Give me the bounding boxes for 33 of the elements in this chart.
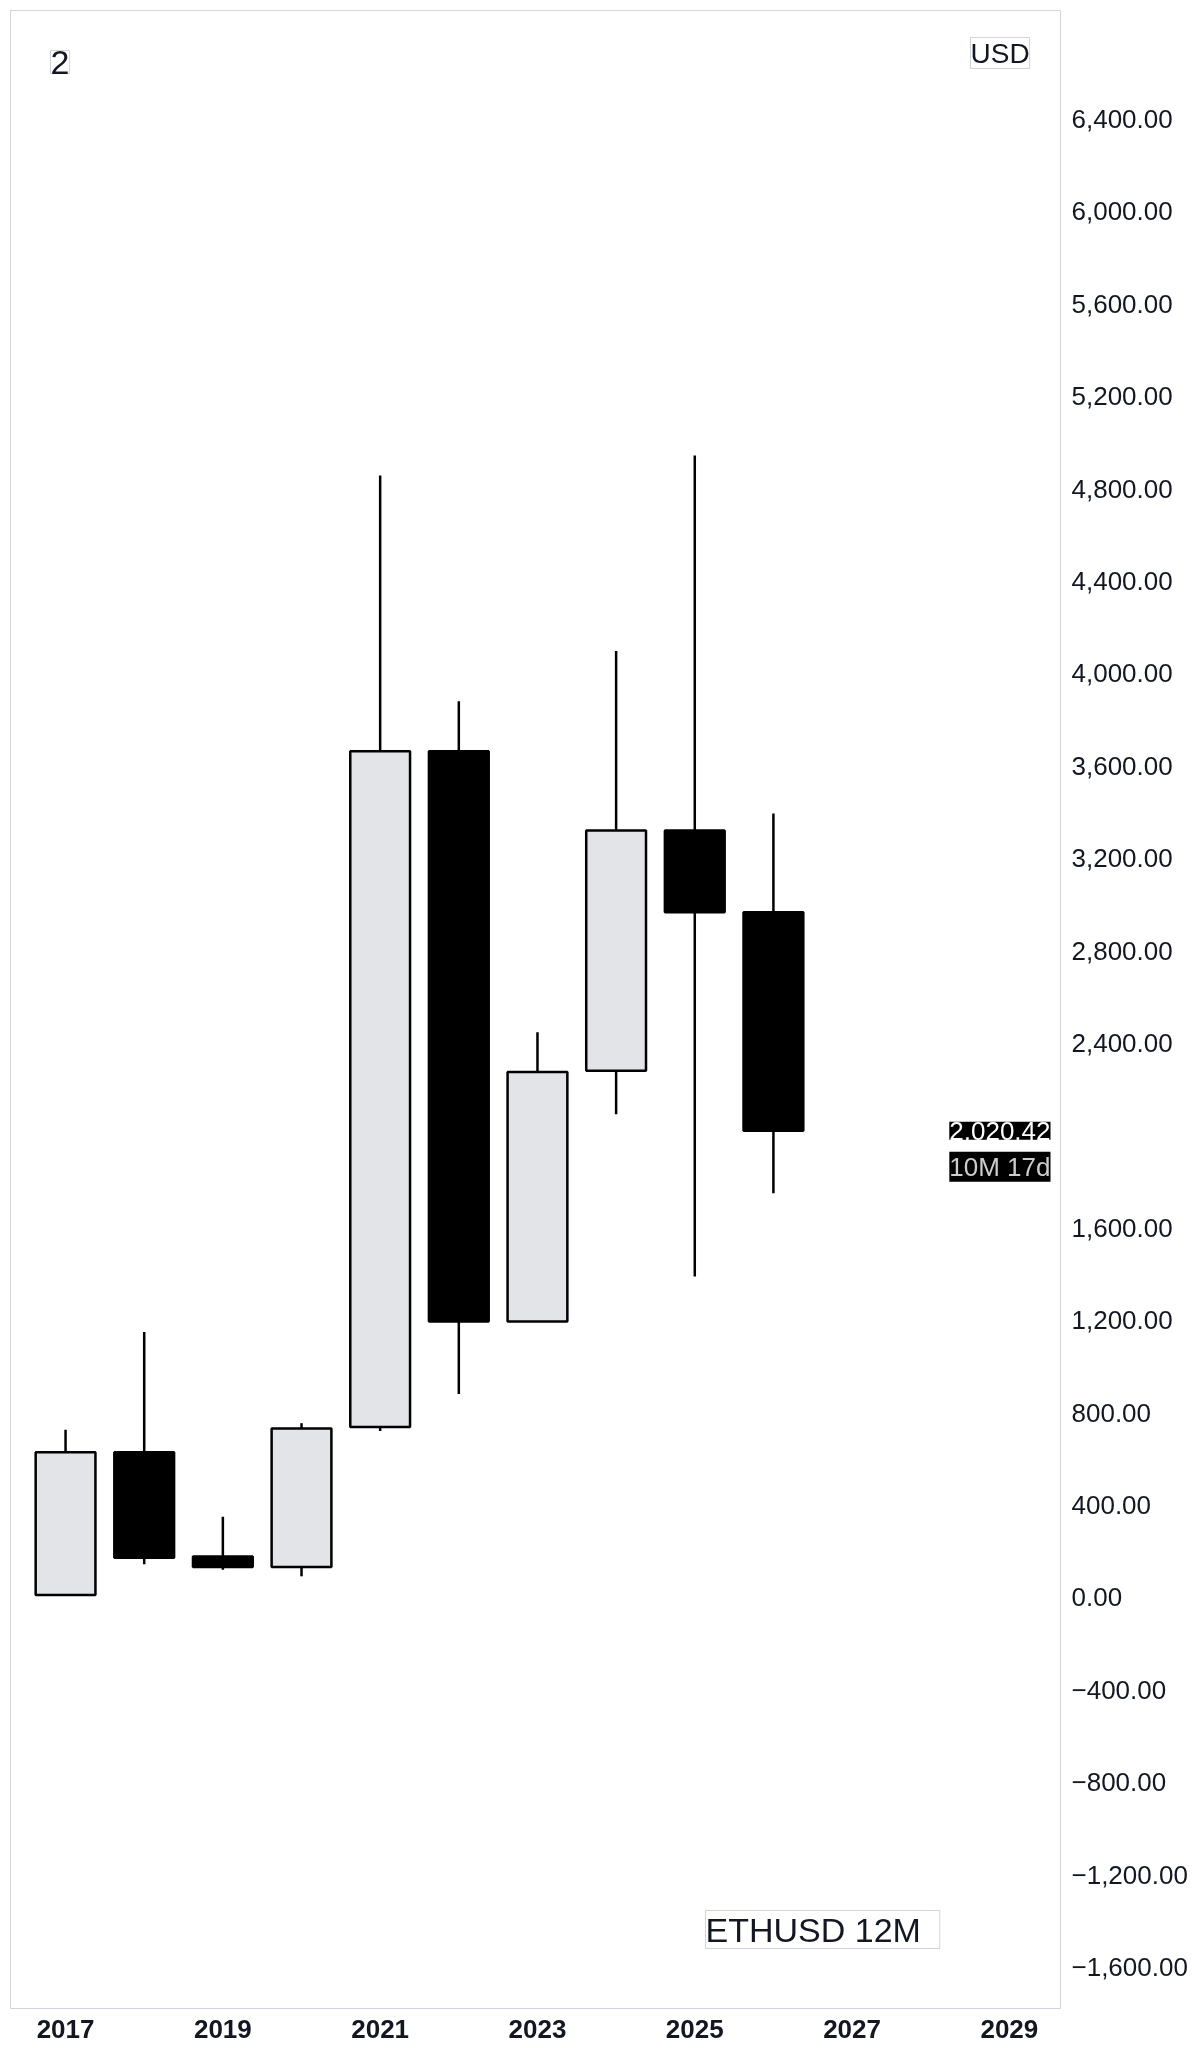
y-tick-label: 4,000.00 (1071, 658, 1173, 689)
x-tick-label: 2023 (508, 2013, 567, 2044)
annotation: ETHUSD 12M (705, 1910, 921, 1949)
annotation: USD (970, 37, 1030, 69)
x-tick-label: 2019 (193, 2013, 252, 2044)
annotation: 2,020.42 (949, 1115, 1051, 1146)
x-tick-label: 2027 (823, 2013, 881, 2044)
y-tick-label: 4,400.00 (1071, 566, 1173, 597)
x-tick-label: 2017 (36, 2013, 95, 2044)
y-tick-label: 1,200.00 (1071, 1305, 1173, 1336)
x-tick-label: 2029 (980, 2013, 1039, 2044)
x-tick-label: 2021 (351, 2013, 410, 2044)
y-tick-label: 5,200.00 (1071, 381, 1173, 412)
y-tick-label: −800.00 (1071, 1767, 1167, 1798)
y-tick-label: 3,600.00 (1071, 750, 1173, 781)
y-tick-label: 6,400.00 (1071, 104, 1173, 135)
y-tick-label: 400.00 (1071, 1489, 1152, 1520)
annotation: 2 (50, 42, 70, 81)
y-tick-label: 3,200.00 (1071, 843, 1173, 874)
candlestick (663, 454, 726, 1278)
y-tick-label: −400.00 (1071, 1674, 1167, 1705)
y-tick-label: 2,400.00 (1071, 1027, 1173, 1058)
annotation: 10M 17d (949, 1151, 1051, 1182)
y-tick-label: −1,200.00 (1071, 1859, 1188, 1890)
y-tick-label: 4,800.00 (1071, 473, 1173, 504)
y-tick-label: 5,600.00 (1071, 288, 1173, 319)
y-tick-label: 800.00 (1071, 1397, 1152, 1428)
y-tick-label: −1,600.00 (1071, 1951, 1188, 1982)
y-tick-label: 2,800.00 (1071, 935, 1173, 966)
y-tick-label: 0.00 (1071, 1582, 1123, 1613)
y-tick-label: 1,600.00 (1071, 1212, 1173, 1243)
x-tick-label: 2025 (665, 2013, 724, 2044)
y-tick-label: 6,000.00 (1071, 196, 1173, 227)
